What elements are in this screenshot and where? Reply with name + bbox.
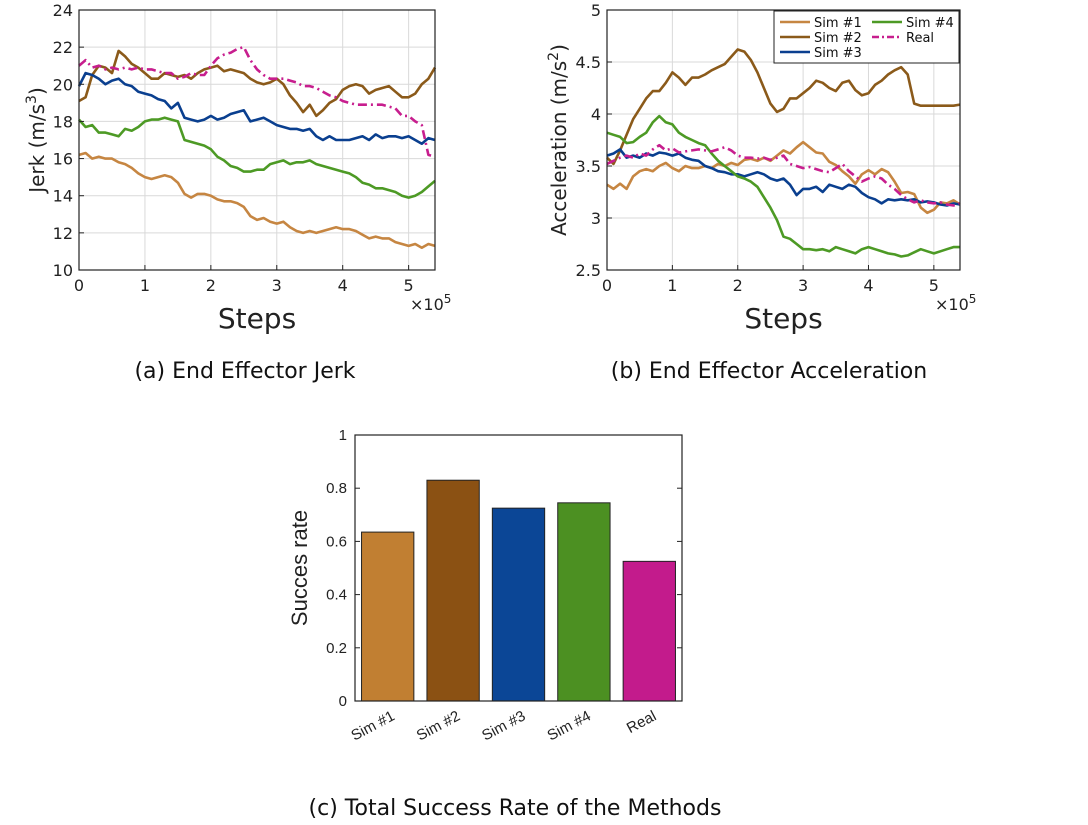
series-line-sim-2 — [78, 49, 437, 118]
bar-sim-3 — [491, 507, 546, 702]
y-axis-label: Succes rate — [287, 510, 312, 626]
x-tick-label: 0 — [602, 276, 612, 295]
series-line-real — [606, 143, 961, 207]
y-tick-label: 0.4 — [326, 587, 347, 604]
legend-label: Sim #4 — [906, 16, 954, 31]
legend: Sim #1 Sim #4 Sim #2 Real Sim #3 — [773, 10, 960, 64]
x-tick-label: 0 — [74, 276, 84, 295]
legend-label: Sim #1 — [814, 16, 862, 31]
y-axis-label: Jerk (m/s3) — [24, 87, 49, 195]
series-line-sim-4 — [78, 116, 436, 199]
caption-a: (a) End Effector Jerk — [134, 359, 355, 384]
x-tick-label: Sim #3 — [479, 708, 528, 745]
x-tick-label: 4 — [338, 276, 348, 295]
series-line-real — [78, 45, 436, 158]
legend-label: Sim #2 — [814, 31, 862, 46]
x-tick-label: 2 — [733, 276, 743, 295]
y-tick-label: 0.8 — [326, 480, 347, 497]
bar-sim-2 — [426, 479, 480, 702]
plot-frame — [606, 9, 961, 271]
plot-frame — [78, 9, 436, 271]
x-tick-label: 1 — [140, 276, 150, 295]
y-tick-label: 18 — [53, 112, 73, 131]
y-tick-label: 3 — [591, 209, 601, 228]
y-tick-label: 12 — [53, 224, 73, 243]
x-tick-label: Sim #2 — [414, 708, 463, 745]
y-axis-label: Acceleration (m/s2) — [546, 44, 571, 236]
acceleration-line-chart: 0 1 2 3 4 5 2.5 3 3.5 4 4.5 5 Steps ×105 Acceleration … — [546, 1, 976, 335]
series-line-sim-1 — [78, 151, 436, 249]
x-tick-label: 5 — [929, 276, 939, 295]
y-tick-label: 16 — [53, 150, 73, 169]
y-tick-label: 5 — [591, 1, 601, 20]
y-tick-label: 4 — [591, 105, 601, 124]
series-line-sim-2 — [606, 48, 961, 166]
x-tick-label: 5 — [404, 276, 414, 295]
plot-frame — [354, 434, 683, 702]
x-axis-label: Steps — [218, 302, 296, 335]
bar-real — [622, 560, 676, 702]
x-tick-label: 3 — [798, 276, 808, 295]
y-tick-label: 4.5 — [576, 53, 601, 72]
y-tick-label: 14 — [53, 187, 73, 206]
series-line-sim-4 — [606, 114, 960, 258]
bar-sim-4 — [557, 502, 611, 702]
series-line-sim-3 — [77, 71, 436, 145]
y-tick-label: 0.6 — [326, 533, 347, 550]
x-tick-label: Sim #4 — [545, 708, 594, 745]
y-tick-label: 24 — [53, 1, 73, 20]
y-tick-label: 22 — [53, 38, 73, 57]
legend-label: Sim #3 — [814, 46, 862, 61]
x-tick-label: 2 — [206, 276, 216, 295]
legend-label: Real — [906, 31, 934, 46]
caption-c: (c) Total Success Rate of the Methods — [309, 796, 722, 821]
y-tick-label: 3.5 — [576, 157, 601, 176]
x-axis-multiplier: ×105 — [410, 292, 451, 314]
x-tick-label: 1 — [667, 276, 677, 295]
x-tick-label: Real — [624, 708, 659, 737]
y-tick-label: 0 — [339, 693, 347, 710]
x-tick-label: Sim #1 — [348, 708, 397, 745]
x-axis-multiplier: ×105 — [935, 292, 976, 314]
bar-sim-1 — [361, 531, 415, 702]
x-tick-label: 4 — [863, 276, 873, 295]
x-tick-label: 3 — [272, 276, 282, 295]
x-axis-label: Steps — [744, 302, 822, 335]
y-tick-label: 2.5 — [576, 261, 601, 280]
success-rate-bar-chart: Sim #1 Sim #2 Sim #3 Sim #4 Real 0 0.2 0.4 0.6 0.… — [287, 427, 683, 745]
y-tick-label: 0.2 — [326, 640, 347, 657]
y-tick-label: 1 — [339, 427, 347, 444]
y-tick-label: 20 — [53, 75, 73, 94]
y-tick-label: 10 — [53, 261, 73, 280]
series-line-sim-3 — [606, 148, 961, 207]
caption-b: (b) End Effector Acceleration — [611, 359, 927, 384]
series-line-sim-1 — [606, 140, 961, 215]
